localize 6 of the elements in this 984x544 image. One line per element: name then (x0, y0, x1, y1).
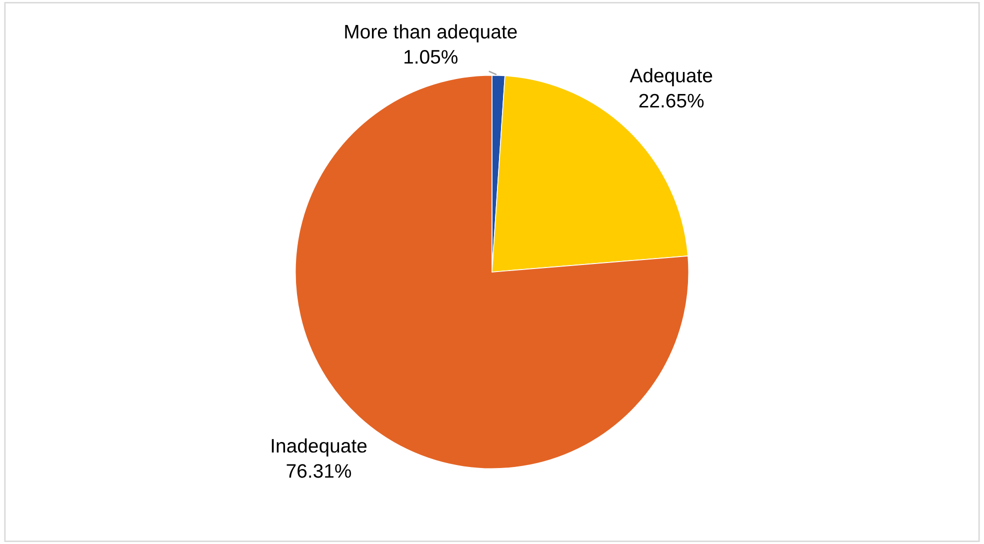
data-label: 76.31% (286, 464, 352, 478)
slice-label: Inadequate (272, 438, 367, 457)
slice-label: More than adequate (345, 24, 517, 42)
data-label: 1.05% (404, 50, 458, 64)
slice-label: Adequate (630, 68, 712, 86)
data-label: 22.65% (639, 94, 704, 108)
